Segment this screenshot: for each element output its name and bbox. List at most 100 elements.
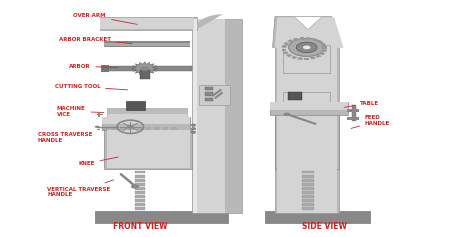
Bar <box>321 49 328 52</box>
Text: VERTICAL TRAVERSE
HANDLE: VERTICAL TRAVERSE HANDLE <box>47 180 113 197</box>
Bar <box>275 114 339 169</box>
Bar <box>286 54 292 57</box>
Bar <box>101 65 109 72</box>
Circle shape <box>140 66 149 71</box>
Polygon shape <box>131 62 158 75</box>
Text: CUTTING TOOL: CUTTING TOOL <box>55 84 128 90</box>
Text: FEED
HANDLE: FEED HANDLE <box>351 115 390 128</box>
Bar <box>135 207 145 210</box>
Bar <box>103 127 109 130</box>
Polygon shape <box>194 14 223 31</box>
Bar <box>319 52 326 55</box>
Circle shape <box>303 46 310 49</box>
Bar <box>194 19 225 213</box>
Bar <box>102 117 190 124</box>
Circle shape <box>191 128 196 130</box>
Bar <box>97 114 103 115</box>
Bar <box>107 108 187 114</box>
Bar <box>98 113 100 117</box>
Bar <box>304 58 309 60</box>
Bar <box>107 108 187 118</box>
Bar <box>291 56 298 59</box>
Bar <box>322 46 327 49</box>
Bar <box>293 38 299 41</box>
Bar <box>347 117 359 120</box>
Bar <box>135 183 145 186</box>
Bar <box>302 195 314 198</box>
Bar <box>135 195 145 198</box>
Circle shape <box>127 125 134 128</box>
Polygon shape <box>275 17 344 48</box>
Bar <box>310 56 316 59</box>
Bar <box>302 171 314 173</box>
Bar <box>320 43 326 46</box>
Polygon shape <box>294 17 322 30</box>
Bar <box>137 127 143 130</box>
Bar <box>135 191 145 194</box>
Bar <box>347 109 359 112</box>
Bar <box>135 179 145 182</box>
Bar <box>128 127 134 130</box>
Bar <box>265 211 370 223</box>
Text: MACHINE
VICE: MACHINE VICE <box>57 106 104 117</box>
Bar <box>302 175 314 178</box>
Bar <box>300 37 304 40</box>
Bar <box>135 171 145 173</box>
Bar <box>302 183 314 186</box>
Bar <box>192 19 242 213</box>
Bar <box>199 85 230 105</box>
Bar <box>283 45 330 73</box>
Bar <box>104 43 190 46</box>
Bar <box>297 57 303 60</box>
Bar <box>287 39 294 43</box>
Text: ARBOR: ARBOR <box>69 64 118 69</box>
Bar <box>104 130 192 169</box>
Bar <box>135 199 145 202</box>
Bar <box>107 130 190 168</box>
Bar <box>315 55 321 58</box>
Bar <box>146 127 151 130</box>
Bar <box>283 92 330 102</box>
Text: FRONT VIEW: FRONT VIEW <box>113 222 167 231</box>
Polygon shape <box>273 17 341 47</box>
Bar <box>154 127 160 130</box>
Circle shape <box>191 131 196 133</box>
Bar <box>126 101 145 110</box>
Bar <box>302 191 314 194</box>
Circle shape <box>95 126 100 128</box>
Bar <box>171 127 177 130</box>
Text: KNEE: KNEE <box>78 157 118 166</box>
Bar <box>163 127 168 130</box>
Bar <box>277 115 337 168</box>
Bar <box>283 42 290 45</box>
Bar <box>140 70 150 79</box>
Text: SIDE VIEW: SIDE VIEW <box>302 222 347 231</box>
Bar <box>120 127 126 130</box>
Circle shape <box>289 38 325 56</box>
Bar <box>135 187 145 190</box>
Bar <box>102 66 192 71</box>
Text: TABLE: TABLE <box>344 100 379 107</box>
Bar <box>302 199 314 202</box>
Bar <box>288 92 302 100</box>
Bar <box>277 47 337 213</box>
Bar <box>205 98 213 101</box>
Bar <box>281 45 287 48</box>
Bar <box>193 19 197 213</box>
Bar <box>302 207 314 210</box>
Bar <box>283 51 289 54</box>
Bar <box>275 47 339 213</box>
Bar <box>302 203 314 206</box>
Circle shape <box>283 113 290 116</box>
Bar <box>102 117 190 130</box>
Bar <box>205 92 213 96</box>
Circle shape <box>131 184 139 189</box>
Bar <box>302 179 314 182</box>
Bar <box>111 127 117 130</box>
Text: ARBOR BRACKET: ARBOR BRACKET <box>59 36 132 44</box>
Bar <box>104 41 190 47</box>
Bar <box>270 102 348 115</box>
Bar <box>270 102 348 110</box>
Bar <box>100 17 197 30</box>
Bar <box>311 38 318 41</box>
